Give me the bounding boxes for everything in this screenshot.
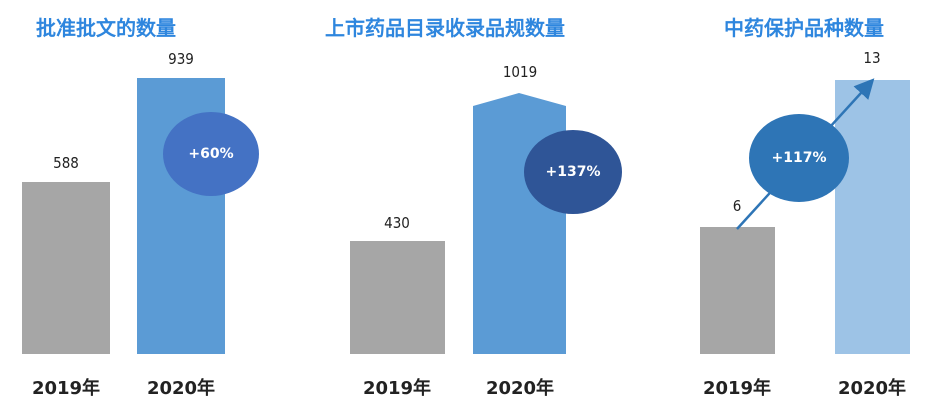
chart-3-value-2019: 6	[732, 197, 742, 215]
chart-2-value-2020: 1019	[502, 63, 538, 81]
chart-3-category-2020: 2020年	[837, 378, 907, 399]
chart-1-growth-badge: +60%	[163, 112, 259, 196]
chart-3-category-2019: 2019年	[702, 378, 772, 399]
chart-3-growth-label: +117%	[771, 150, 827, 166]
chart-1-bar-2019	[22, 182, 110, 354]
chart-2-category-2020: 2020年	[485, 378, 555, 399]
chart-1-category-2020: 2020年	[146, 378, 216, 399]
chart-2-title: 上市药品目录收录品规数量	[325, 16, 565, 40]
chart-1-growth-label: +60%	[188, 146, 234, 162]
chart-3-title: 中药保护品种数量	[724, 16, 884, 40]
chart-2-bar-2019	[350, 241, 445, 354]
chart-2-growth-badge: +137%	[524, 130, 622, 214]
chart-1-value-2019: 588	[53, 154, 79, 172]
chart-1-category-2019: 2019年	[31, 378, 101, 399]
chart-2-category-2019: 2019年	[362, 378, 432, 399]
chart-2-value-2019: 430	[384, 214, 410, 232]
chart-3-bar-2020	[835, 80, 910, 354]
chart-3-bar-2019	[700, 227, 775, 354]
chart-2-growth-label: +137%	[545, 164, 601, 180]
chart-1-title: 批准批文的数量	[36, 16, 176, 40]
chart-1-value-2020: 939	[168, 50, 194, 68]
chart-3-value-2020: 13	[863, 49, 881, 67]
chart-3-growth-badge: +117%	[749, 114, 849, 202]
